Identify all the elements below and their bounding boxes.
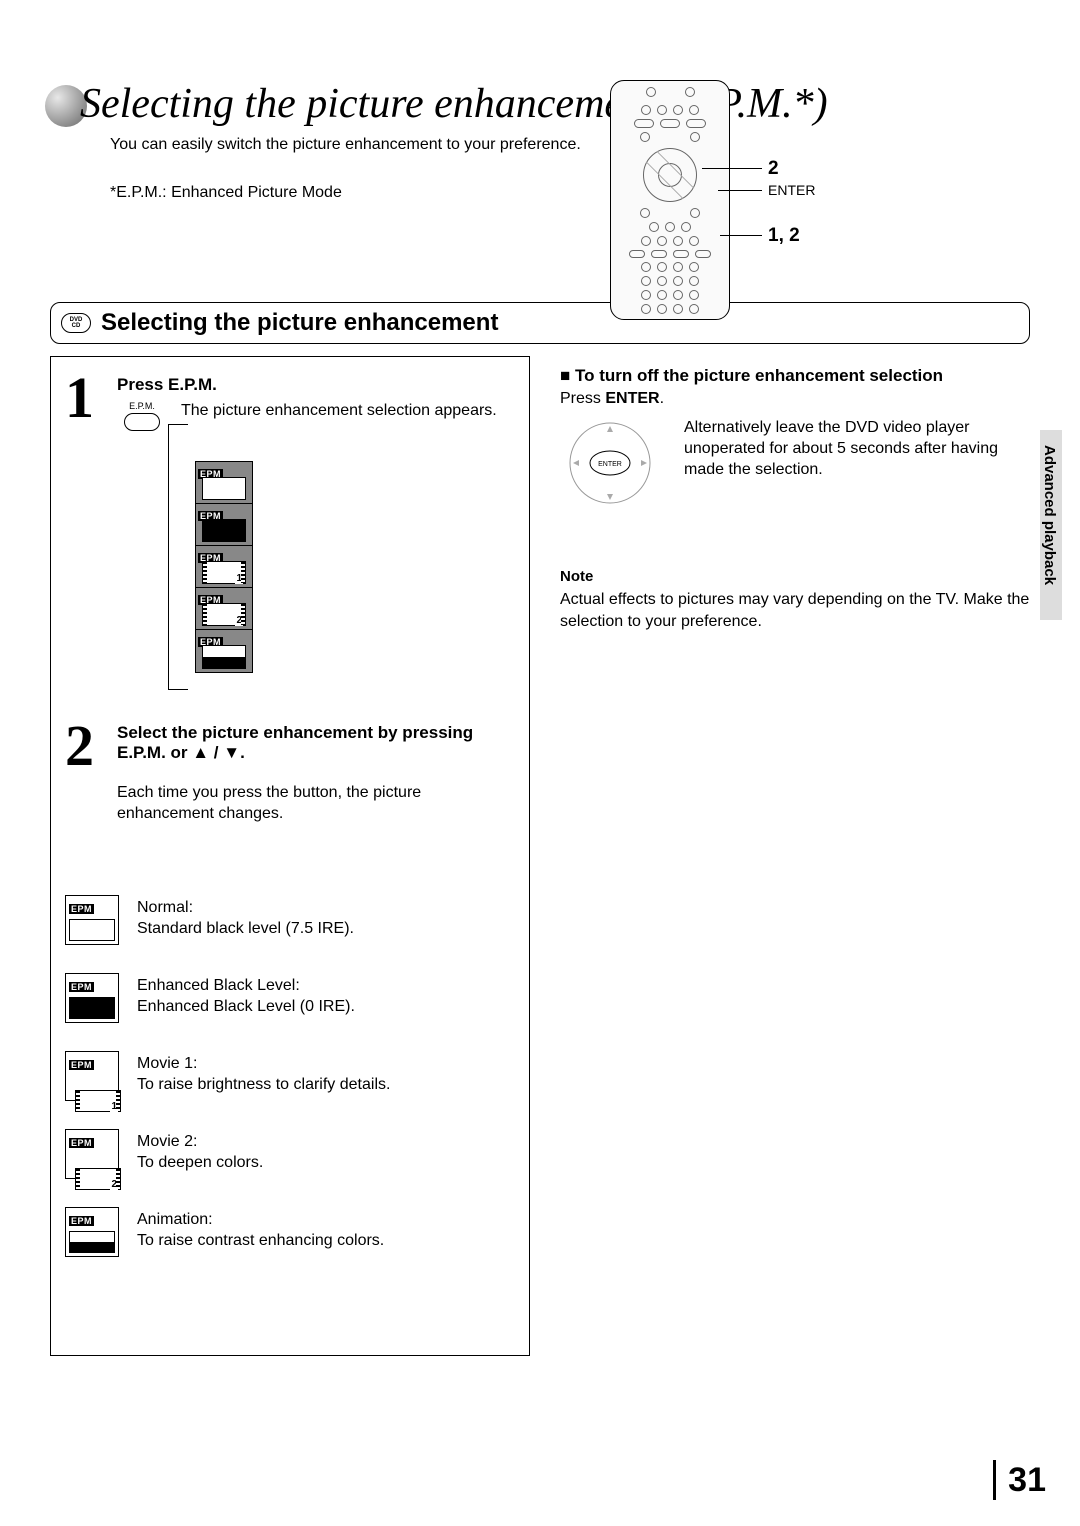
note-heading: Note: [560, 568, 1030, 585]
callout-12: 1, 2: [768, 225, 800, 247]
enter-key-icon: ENTER: [560, 418, 660, 508]
step2-title: Select the picture enhancement by pressi…: [117, 723, 515, 763]
list-item: EPM1 Movie 1:To raise brightness to clar…: [65, 1051, 515, 1101]
note-text: Actual effects to pictures may vary depe…: [560, 589, 1030, 632]
step-1: 1 Press E.P.M. E.P.M. The picture enhanc…: [65, 375, 515, 431]
steps-box: 1 Press E.P.M. E.P.M. The picture enhanc…: [50, 356, 530, 1356]
section-title: Selecting the picture enhancement: [101, 309, 498, 337]
step-number: 2: [65, 723, 107, 825]
list-item: EPM Animation:To raise contrast enhancin…: [65, 1207, 515, 1257]
epm-strip: EPM EPM EPM1 EPM2 EPM: [195, 461, 253, 673]
page-number: 31: [1008, 1461, 1046, 1500]
epm-key-icon: E.P.M.: [117, 401, 167, 431]
svg-text:ENTER: ENTER: [598, 461, 622, 468]
side-tab: Advanced playback: [1041, 445, 1058, 585]
callout-2: 2: [768, 158, 779, 180]
turn-off-heading: ■ To turn off the picture enhancement se…: [560, 366, 1030, 386]
press-enter-text: Press ENTER.: [560, 390, 1030, 408]
callout-enter: ENTER: [768, 182, 815, 198]
mode-list: EPM Normal:Standard black level (7.5 IRE…: [65, 895, 515, 1257]
list-item: EPM Normal:Standard black level (7.5 IRE…: [65, 895, 515, 945]
step1-title: Press E.P.M.: [117, 375, 515, 395]
step-2: 2 Select the picture enhancement by pres…: [65, 723, 515, 825]
step2-desc: Each time you press the button, the pict…: [117, 783, 515, 825]
alt-text: Alternatively leave the DVD video player…: [684, 418, 1030, 480]
remote-diagram: 2 ENTER 1, 2: [610, 80, 950, 330]
list-item: EPM2 Movie 2:To deepen colors.: [65, 1129, 515, 1179]
list-item: EPM Enhanced Black Level:Enhanced Black …: [65, 973, 515, 1023]
page-number-bar: [993, 1460, 996, 1500]
disc-icon: DVD CD: [61, 313, 91, 333]
step1-desc: The picture enhancement selection appear…: [181, 401, 497, 422]
step-number: 1: [65, 375, 107, 431]
right-column: ■ To turn off the picture enhancement se…: [550, 356, 1030, 1356]
